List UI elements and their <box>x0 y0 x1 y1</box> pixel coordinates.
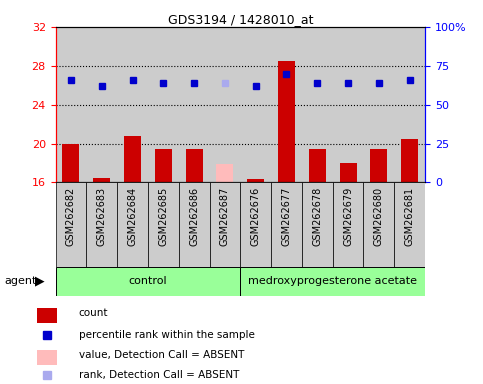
Bar <box>56 182 86 267</box>
Bar <box>278 61 295 182</box>
Text: GSM262685: GSM262685 <box>158 187 168 246</box>
Bar <box>364 182 394 267</box>
Bar <box>240 267 425 296</box>
Bar <box>93 177 110 182</box>
Bar <box>185 149 202 182</box>
Bar <box>210 182 240 267</box>
Text: count: count <box>79 308 108 318</box>
Bar <box>394 27 425 182</box>
Bar <box>56 267 241 296</box>
Bar <box>364 27 394 182</box>
Bar <box>216 164 233 182</box>
Bar <box>148 182 179 267</box>
Bar <box>309 149 326 182</box>
Bar <box>148 27 179 182</box>
Text: GSM262687: GSM262687 <box>220 187 230 246</box>
Bar <box>333 27 364 182</box>
Text: GSM262682: GSM262682 <box>66 187 76 246</box>
Text: value, Detection Call = ABSENT: value, Detection Call = ABSENT <box>79 350 244 360</box>
Bar <box>240 182 271 267</box>
Text: ▶: ▶ <box>35 275 44 288</box>
Text: GSM262680: GSM262680 <box>374 187 384 246</box>
Bar <box>240 27 271 182</box>
Bar <box>86 182 117 267</box>
Bar <box>401 139 418 182</box>
Bar <box>247 179 264 182</box>
Text: medroxyprogesterone acetate: medroxyprogesterone acetate <box>248 276 417 286</box>
Text: GSM262676: GSM262676 <box>251 187 261 246</box>
Bar <box>117 182 148 267</box>
Bar <box>117 27 148 182</box>
Bar <box>62 144 79 182</box>
Text: GSM262681: GSM262681 <box>405 187 414 246</box>
Text: GSM262678: GSM262678 <box>313 187 322 246</box>
Bar <box>370 149 387 182</box>
Bar <box>155 149 172 182</box>
Text: GSM262677: GSM262677 <box>282 187 291 246</box>
Bar <box>333 182 364 267</box>
Bar <box>302 182 333 267</box>
Title: GDS3194 / 1428010_at: GDS3194 / 1428010_at <box>168 13 313 26</box>
Bar <box>56 27 86 182</box>
Bar <box>340 163 356 182</box>
Bar <box>124 136 141 182</box>
Text: GSM262679: GSM262679 <box>343 187 353 246</box>
Text: GSM262686: GSM262686 <box>189 187 199 246</box>
Text: control: control <box>128 276 167 286</box>
Bar <box>210 27 240 182</box>
Text: rank, Detection Call = ABSENT: rank, Detection Call = ABSENT <box>79 370 239 380</box>
Text: percentile rank within the sample: percentile rank within the sample <box>79 329 255 339</box>
Bar <box>86 27 117 182</box>
Text: GSM262683: GSM262683 <box>97 187 107 246</box>
Bar <box>271 27 302 182</box>
Bar <box>37 308 57 323</box>
Bar <box>394 182 425 267</box>
Bar <box>179 182 210 267</box>
Bar <box>179 27 210 182</box>
Bar <box>271 182 302 267</box>
Bar <box>302 27 333 182</box>
Bar <box>37 350 57 365</box>
Text: GSM262684: GSM262684 <box>128 187 138 246</box>
Text: agent: agent <box>5 276 37 286</box>
